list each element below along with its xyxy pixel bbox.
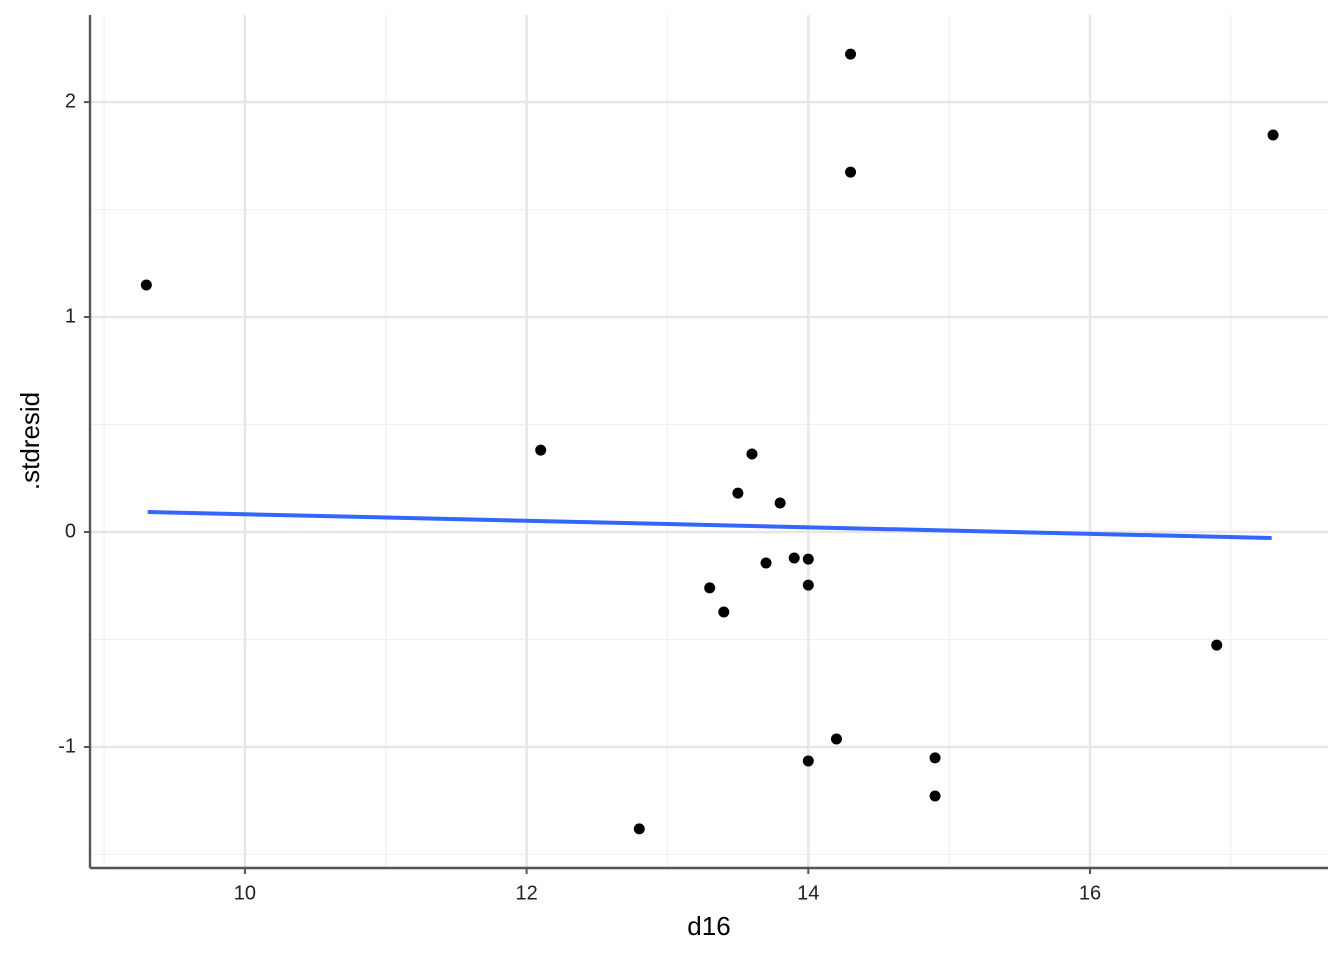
point xyxy=(1267,129,1279,141)
point xyxy=(929,752,941,764)
point xyxy=(140,279,152,291)
point xyxy=(633,823,645,835)
y-tick-label: 2 xyxy=(65,90,76,112)
point xyxy=(788,552,800,564)
point xyxy=(802,579,814,591)
point xyxy=(802,755,814,767)
x-axis-label: d16 xyxy=(687,911,730,941)
point xyxy=(760,557,772,569)
point xyxy=(845,48,857,60)
x-tick-label: 10 xyxy=(234,882,256,904)
x-tick-label: 14 xyxy=(797,882,819,904)
y-tick-label: -1 xyxy=(58,735,76,757)
y-tick-label: 1 xyxy=(65,305,76,327)
point xyxy=(718,606,730,618)
point xyxy=(929,790,941,802)
point xyxy=(704,582,716,594)
point xyxy=(732,487,744,499)
y-tick-label: 0 xyxy=(65,520,76,542)
point xyxy=(830,733,842,745)
point xyxy=(1211,639,1223,651)
point xyxy=(802,553,814,565)
point xyxy=(746,448,758,460)
point xyxy=(774,497,786,509)
point xyxy=(535,444,547,456)
x-tick-label: 16 xyxy=(1079,882,1101,904)
fit-line xyxy=(147,510,1272,541)
y-axis-label: .stdresid xyxy=(15,392,45,490)
x-tick-label: 12 xyxy=(515,882,537,904)
point xyxy=(845,166,857,178)
